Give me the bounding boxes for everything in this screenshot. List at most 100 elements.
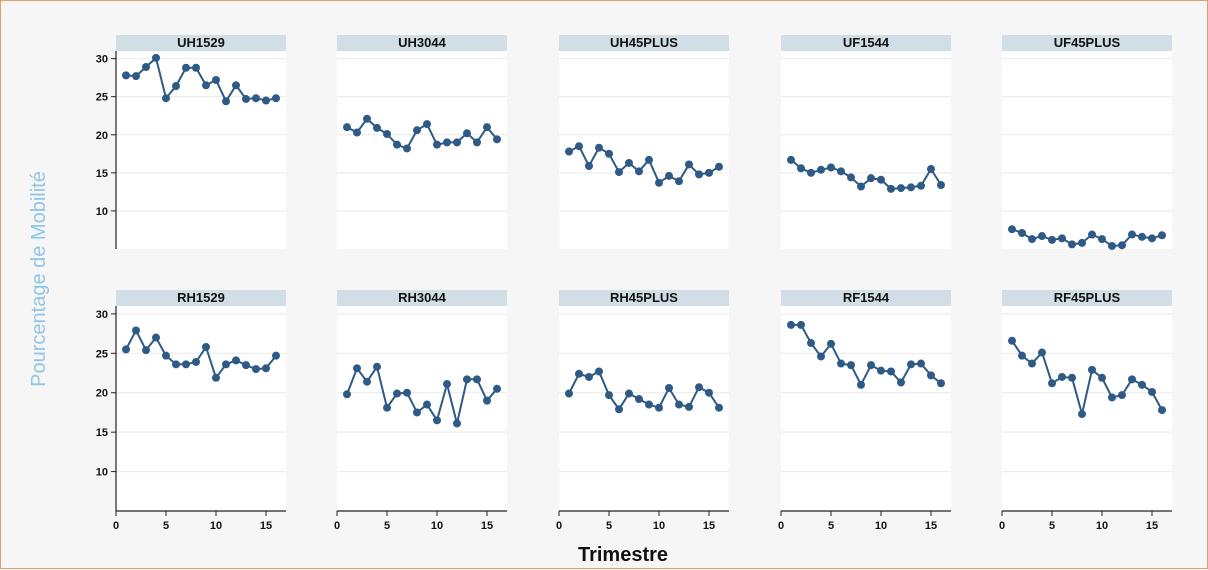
data-point xyxy=(132,326,140,335)
data-point xyxy=(483,123,491,132)
data-point xyxy=(483,396,491,405)
x-tick-label: 5 xyxy=(1049,520,1055,532)
data-point xyxy=(373,123,381,132)
data-point xyxy=(1138,232,1146,241)
data-point xyxy=(132,72,140,81)
data-point xyxy=(595,143,603,152)
series-line xyxy=(1011,340,1163,415)
data-point xyxy=(817,165,825,174)
data-point xyxy=(807,168,815,177)
panel-title: RH3044 xyxy=(398,290,446,305)
x-tick-label: 0 xyxy=(113,520,119,532)
plot-area xyxy=(781,51,951,249)
data-point xyxy=(152,333,160,342)
x-tick-label: 15 xyxy=(925,520,937,532)
panel-rh1529: RH1529 10 15 20 25 30 0 5 10 15 xyxy=(96,290,286,532)
y-tick-label: 10 xyxy=(96,467,108,479)
data-point xyxy=(1138,380,1146,389)
data-point xyxy=(1028,359,1036,368)
panel-title-strip xyxy=(116,35,286,51)
data-point xyxy=(1108,393,1116,402)
data-point xyxy=(585,161,593,170)
panel-uf1544: UF1544 xyxy=(781,35,951,249)
series-line xyxy=(346,117,498,150)
panel-title-strip xyxy=(781,35,951,51)
data-point xyxy=(142,346,150,355)
data-point xyxy=(1128,375,1136,384)
data-point xyxy=(353,364,361,373)
data-point xyxy=(232,356,240,365)
series-line xyxy=(568,144,720,185)
panel-title: UH45PLUS xyxy=(610,35,678,50)
data-point xyxy=(152,53,160,62)
data-point xyxy=(847,173,855,182)
data-point xyxy=(837,167,845,176)
x-tick-label: 15 xyxy=(260,520,272,532)
data-point xyxy=(1058,234,1066,243)
data-point xyxy=(1128,230,1136,239)
data-point xyxy=(212,75,220,84)
data-point xyxy=(493,384,501,393)
data-point xyxy=(837,359,845,368)
data-point xyxy=(222,360,230,369)
data-point xyxy=(262,364,270,373)
data-point xyxy=(202,343,210,351)
panel-title: UH1529 xyxy=(177,35,225,50)
data-point xyxy=(675,400,683,409)
data-point xyxy=(1118,241,1126,250)
panel-title: RH45PLUS xyxy=(610,290,678,305)
y-tick-label: 30 xyxy=(96,309,108,321)
data-point xyxy=(1098,373,1106,382)
series-line xyxy=(791,323,942,388)
data-point xyxy=(363,377,371,386)
x-tick-label: 10 xyxy=(875,520,887,532)
data-point xyxy=(423,120,431,129)
plot-area xyxy=(1002,306,1172,511)
plot-area xyxy=(116,306,286,511)
data-point xyxy=(817,352,825,361)
x-tick-label: 0 xyxy=(778,520,784,532)
data-point xyxy=(403,388,411,397)
x-tick-label: 10 xyxy=(431,520,443,532)
x-tick-label: 10 xyxy=(210,520,222,532)
data-point xyxy=(575,142,583,151)
panel-title: UF45PLUS xyxy=(1054,35,1121,50)
data-point xyxy=(927,371,935,380)
panel-title-strip xyxy=(1002,290,1172,306)
data-point xyxy=(1118,391,1126,400)
data-point xyxy=(645,400,653,409)
data-point xyxy=(615,168,623,177)
x-tick-label: 5 xyxy=(828,520,834,532)
panels-layer: UH1529 10 15 20 25 30 UH3044 UH45PLUS UF1544 UF45… xyxy=(96,35,1172,532)
data-point xyxy=(917,359,925,368)
panel-uh1529: UH1529 10 15 20 25 30 xyxy=(96,35,286,249)
panel-rh45plus: RH45PLUS 0 5 10 15 xyxy=(556,290,729,532)
plot-area xyxy=(559,306,729,511)
x-tick-label: 5 xyxy=(384,520,390,532)
data-point xyxy=(867,361,875,370)
panel-uh3044: UH3044 xyxy=(337,35,507,249)
y-axis-label: Pourcentage de Mobilité xyxy=(28,171,50,387)
data-point xyxy=(393,140,401,149)
panel-rf45plus: RF45PLUS 0 5 10 15 xyxy=(999,290,1172,532)
data-point xyxy=(1068,373,1076,382)
panel-rf1544: RF1544 0 5 10 15 xyxy=(778,290,951,532)
series-line xyxy=(125,328,277,380)
panel-title-strip xyxy=(559,35,729,51)
data-point xyxy=(172,82,180,91)
data-point xyxy=(655,178,663,187)
data-point xyxy=(433,416,441,425)
data-point xyxy=(493,135,501,144)
panel-title: UH3044 xyxy=(398,35,446,50)
data-point xyxy=(575,369,583,378)
data-point xyxy=(383,403,391,412)
data-point xyxy=(1148,234,1156,243)
data-point xyxy=(393,389,401,398)
data-point xyxy=(463,129,471,138)
data-point xyxy=(715,403,723,412)
data-point xyxy=(595,367,603,376)
data-point xyxy=(615,405,623,414)
data-point xyxy=(655,403,663,412)
data-point xyxy=(807,339,815,348)
